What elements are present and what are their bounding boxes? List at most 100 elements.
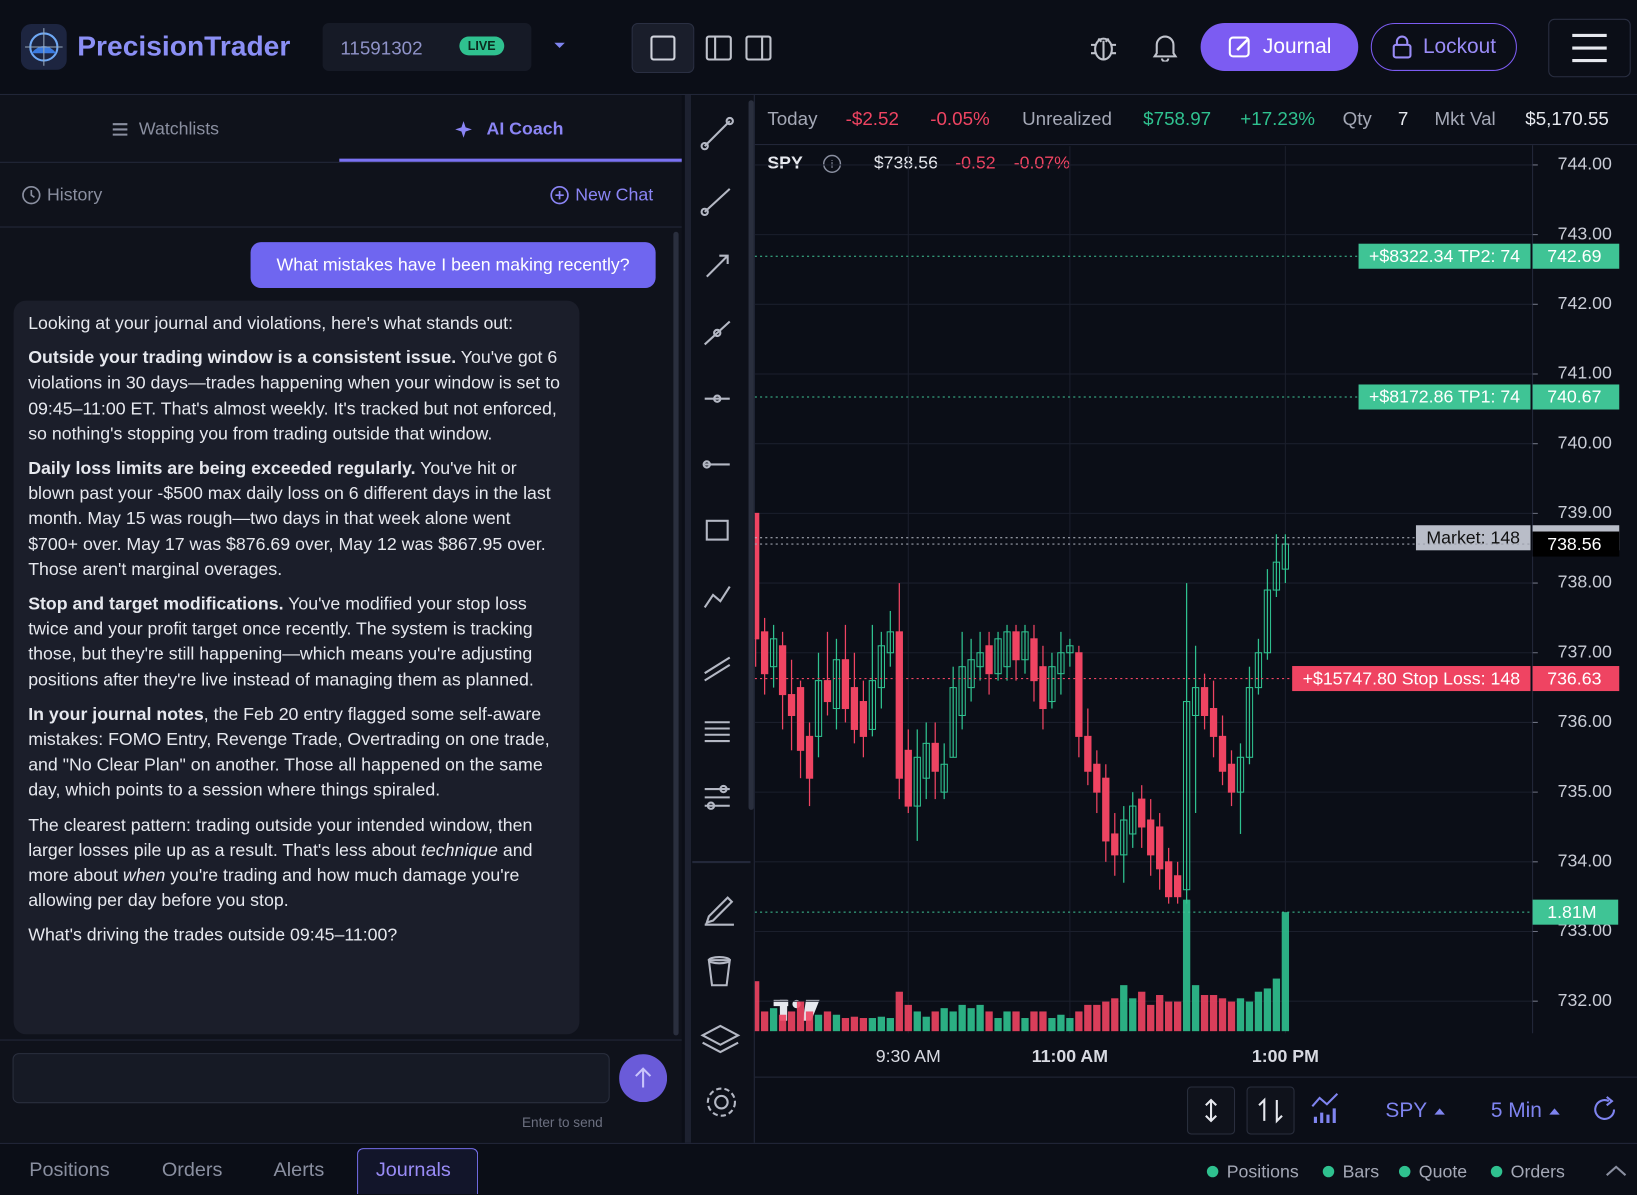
volume-bar [985,1011,993,1032]
text: and more about [28,840,533,886]
y-tick-label: 733.00 [1558,920,1612,940]
candle-body [1129,805,1137,835]
stat-value: -0.05% [930,108,990,130]
scale-button[interactable] [1187,1086,1236,1135]
history-button[interactable]: History [46,184,103,205]
bold-text: In your journal notes [28,704,204,725]
sparkle-icon [455,121,472,138]
chat-input[interactable] [12,1053,610,1104]
refresh-button[interactable] [1591,1096,1618,1123]
input-hint: Enter to send [522,1114,603,1131]
new-chat-button[interactable]: New Chat [575,184,654,205]
info-icon[interactable] [822,154,842,173]
volume-bar [1263,988,1272,1032]
stats-bar [754,95,1637,146]
price-tag [1532,384,1620,410]
candle-body [1084,735,1092,772]
candle-body [1093,763,1101,793]
bell-icon[interactable] [1150,32,1179,62]
volume-bar [1173,1001,1182,1032]
interval-selector[interactable]: 5 Min [1491,1099,1562,1123]
ai-coach-tab[interactable]: AI Coach [486,118,564,139]
volume-bar [1084,1004,1092,1032]
journal-button[interactable]: Journal [1200,22,1359,71]
user-message: What mistakes have I been making recentl… [250,242,656,289]
stream-label: Quote [1418,1161,1468,1182]
volume-label: 1.81M [1547,902,1596,922]
volume-bar [823,1011,832,1032]
candle-body [841,659,850,710]
stream-status: Bars [1322,1162,1379,1183]
bold-text: Stop and target modifications. [28,593,284,614]
bottom-tab[interactable]: Orders [161,1159,223,1182]
symbol: SPY [767,153,803,173]
volume-bar [1272,978,1281,1032]
volume-bar [1111,998,1119,1032]
candle-body [904,749,912,807]
candle-body [1111,833,1119,856]
volume-bar [778,1014,787,1032]
collapse-button[interactable] [1604,1163,1629,1180]
volume-bar [958,1004,966,1032]
y-tick-label: 740.00 [1558,432,1612,452]
layout-single[interactable] [631,22,695,74]
candle-body [1057,652,1065,675]
toolbar-scrollbar[interactable] [748,100,754,810]
volume-bar [760,1011,769,1032]
watchlists-tab[interactable]: Watchlists [138,118,220,139]
text: Looking at your journal and violations, … [28,313,514,333]
candle-body [778,645,787,696]
chart: SPY i $738.56 -0.52 -0.07% 744.00743.007… [754,145,1637,1078]
candle-body [823,680,832,703]
stat-label: Qty [1342,108,1372,130]
volume-bar [886,1018,894,1032]
symbol-selector[interactable]: SPY [1385,1099,1447,1123]
divider [0,226,682,228]
volume-bar [940,1008,948,1032]
dropdown-caret[interactable] [551,40,568,53]
y-tick-label: 736.00 [1558,711,1612,731]
volume-tag [1532,899,1619,925]
account-selector[interactable]: 11591302 LIVE [322,22,532,71]
candle-body [805,735,814,779]
order-label: +$8172.86 TP1: 74 [1369,387,1520,407]
volume-bar [1156,995,1164,1032]
volume-bar [1129,998,1137,1032]
bottom-tab[interactable]: Positions [29,1159,110,1182]
volume-bar [1191,985,1200,1032]
candle-body [931,742,939,772]
layout-options[interactable] [705,34,774,61]
menu-button[interactable] [1548,18,1631,78]
divider [0,161,682,163]
bottom-tab-active[interactable]: Journals [375,1159,451,1182]
text: , the Feb 20 entry flagged some self-awa… [28,704,550,800]
stream-status: Positions [1206,1162,1299,1183]
volume-bar [832,1014,841,1032]
volume-bar [1021,1018,1029,1032]
scrollbar[interactable] [673,231,679,1036]
candle-body [1003,631,1011,668]
toolbar-icons[interactable] [692,96,751,1140]
indicator-button[interactable] [1310,1092,1341,1125]
bottom-tab[interactable]: Alerts [273,1159,325,1182]
volume-bar [754,981,760,1032]
text: you're trading and how much damage you'r… [28,865,520,911]
bug-icon[interactable] [1089,32,1118,61]
live-badge: LIVE [459,36,504,56]
price-tag [1532,243,1620,269]
volume-bar [841,1018,850,1032]
sort-button[interactable] [1246,1086,1295,1135]
lockout-button[interactable]: Lockout [1370,22,1517,71]
paragraph: The clearest pattern: trading outside yo… [28,813,565,914]
candle-body [859,701,868,737]
bold-text: Daily loss limits are being exceeded reg… [28,458,416,479]
symbol-label: SPY [1385,1099,1427,1122]
splitter[interactable] [684,94,692,1143]
send-button[interactable] [619,1054,668,1103]
plus-icon [550,185,569,205]
candle-body [1236,756,1245,793]
candle-body [1245,687,1254,758]
volume-bar [1039,1011,1047,1032]
active-tab[interactable] [357,1148,479,1194]
stream-label: Orders [1510,1161,1565,1182]
